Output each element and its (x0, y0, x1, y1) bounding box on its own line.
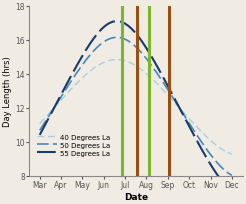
50 Degrees La (230, 174, 233, 177)
55 Degrees La (101, 28, 104, 30)
40 Degrees La (101, 63, 104, 65)
Legend: 40 Degrees La, 50 Degrees La, 55 Degrees La: 40 Degrees La, 50 Degrees La, 55 Degrees… (35, 131, 113, 159)
50 Degrees La (101, 42, 104, 45)
40 Degrees La (38, 123, 41, 125)
50 Degrees La (177, 106, 180, 109)
40 Degrees La (177, 106, 180, 109)
55 Degrees La (160, 73, 163, 75)
Y-axis label: Day Length (hrs): Day Length (hrs) (3, 56, 13, 126)
Line: 40 Degrees La: 40 Degrees La (40, 60, 232, 154)
40 Degrees La (230, 153, 233, 156)
40 Degrees La (160, 87, 163, 90)
Line: 50 Degrees La: 50 Degrees La (40, 38, 232, 175)
50 Degrees La (178, 108, 181, 110)
50 Degrees La (114, 37, 117, 39)
50 Degrees La (61, 93, 64, 96)
55 Degrees La (114, 21, 117, 23)
50 Degrees La (115, 37, 118, 39)
40 Degrees La (114, 59, 117, 61)
55 Degrees La (178, 108, 181, 110)
55 Degrees La (38, 134, 41, 136)
50 Degrees La (160, 79, 163, 81)
55 Degrees La (177, 106, 180, 109)
55 Degrees La (230, 190, 233, 192)
40 Degrees La (178, 108, 181, 110)
40 Degrees La (115, 59, 118, 61)
55 Degrees La (115, 21, 118, 23)
X-axis label: Date: Date (124, 192, 148, 201)
40 Degrees La (61, 97, 64, 100)
Line: 55 Degrees La: 55 Degrees La (40, 22, 232, 191)
50 Degrees La (38, 130, 41, 132)
55 Degrees La (61, 91, 64, 93)
